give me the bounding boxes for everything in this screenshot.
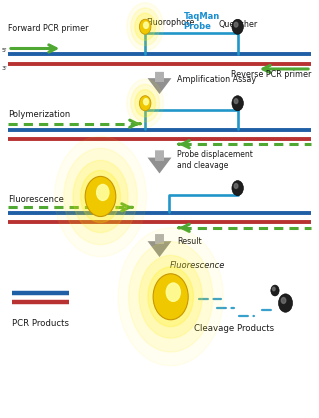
Circle shape (144, 99, 148, 105)
Circle shape (139, 255, 202, 338)
Circle shape (73, 161, 128, 232)
Circle shape (148, 267, 193, 327)
Circle shape (232, 181, 243, 196)
Circle shape (118, 228, 223, 366)
Text: Polymerization: Polymerization (8, 110, 70, 119)
FancyArrow shape (155, 150, 164, 161)
Circle shape (139, 19, 151, 34)
Circle shape (97, 184, 109, 201)
FancyArrow shape (147, 72, 172, 94)
Circle shape (232, 96, 243, 111)
Circle shape (64, 148, 137, 245)
Circle shape (281, 298, 286, 303)
Text: Quencher: Quencher (218, 20, 257, 29)
Circle shape (85, 176, 116, 217)
Circle shape (129, 242, 213, 352)
Text: PCR Products: PCR Products (12, 319, 69, 328)
FancyArrow shape (147, 150, 172, 173)
Circle shape (234, 99, 238, 104)
Text: Fluorophore: Fluorophore (147, 18, 195, 27)
Circle shape (127, 79, 164, 127)
Circle shape (131, 84, 160, 122)
Circle shape (135, 13, 155, 40)
Text: Probe displacement
and cleavage: Probe displacement and cleavage (177, 150, 253, 170)
Text: Fluorescence: Fluorescence (8, 195, 64, 204)
Circle shape (153, 274, 188, 320)
FancyArrow shape (155, 72, 164, 82)
Circle shape (81, 171, 120, 222)
Circle shape (272, 287, 275, 291)
Text: Fluorescence: Fluorescence (170, 260, 226, 270)
Circle shape (232, 19, 243, 34)
Circle shape (135, 90, 155, 117)
Text: Amplification Assay: Amplification Assay (177, 75, 256, 84)
Circle shape (144, 22, 148, 28)
Circle shape (166, 283, 180, 301)
Circle shape (278, 294, 293, 312)
Circle shape (131, 8, 160, 46)
Circle shape (55, 136, 146, 257)
Text: Result: Result (177, 237, 202, 246)
Text: Forward PCR primer: Forward PCR primer (8, 24, 88, 33)
Circle shape (271, 285, 279, 296)
Text: Cleavage Products: Cleavage Products (194, 324, 275, 333)
Circle shape (234, 184, 238, 189)
Circle shape (127, 3, 164, 51)
Text: Reverse PCR primer: Reverse PCR primer (231, 70, 311, 79)
Text: 3': 3' (2, 66, 7, 71)
Text: 5': 5' (2, 48, 7, 53)
Circle shape (139, 96, 151, 111)
Text: TaqMan
Probe: TaqMan Probe (183, 12, 220, 31)
FancyArrow shape (147, 234, 172, 257)
Circle shape (234, 22, 238, 27)
FancyArrow shape (155, 234, 164, 245)
